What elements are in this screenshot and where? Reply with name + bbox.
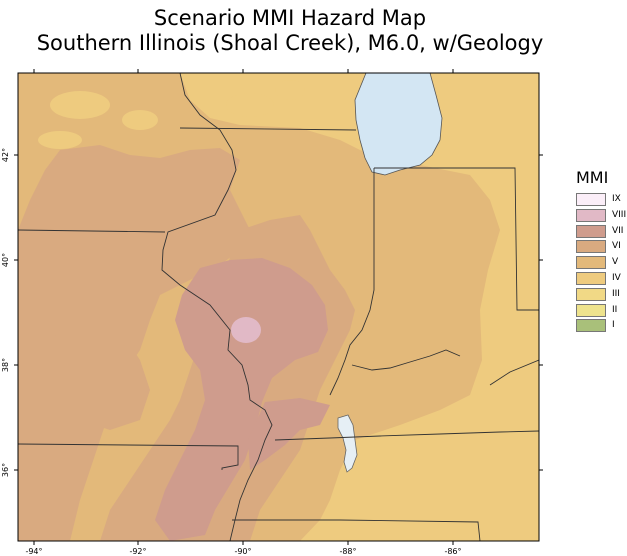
legend-item: II (576, 303, 627, 318)
legend-label: I (612, 320, 615, 331)
mmi-iv-patch (226, 93, 274, 117)
legend-swatch (576, 287, 606, 301)
state-line-mo-ar (18, 443, 239, 470)
y-tick-label: 42° (1, 148, 10, 162)
mmi-iv-patch (50, 91, 110, 119)
legend-label: II (612, 304, 618, 315)
state-line-ms-al (339, 519, 481, 541)
legend-item: VI (576, 240, 627, 254)
map-title: Scenario MMI Hazard Map (153, 6, 427, 30)
ohio-river (351, 349, 461, 371)
legend-swatch (576, 256, 606, 270)
lake-michigan (354, 73, 443, 176)
state-line-ky-tn (274, 430, 539, 441)
legend-swatch (576, 272, 606, 285)
x-tick-label: -92° (129, 547, 146, 556)
mmi-viii-region (231, 317, 261, 343)
legend-item: IX (576, 193, 627, 207)
mmi-vii-region (248, 398, 330, 470)
legend-swatch (576, 208, 606, 222)
legend-label: VII (612, 225, 624, 236)
state-line-il-in (329, 168, 375, 396)
legend-swatch (576, 240, 606, 254)
legend-item: I (576, 319, 627, 333)
legend-item: VII (576, 224, 627, 239)
legend-item: IV (576, 272, 627, 286)
mmi-iv-patch (275, 80, 305, 100)
legend-swatch (576, 303, 606, 317)
mmi-vi-region (18, 145, 250, 541)
mmi-vi-region (40, 320, 150, 430)
state-line-wi-il (179, 127, 357, 131)
map-frame (17, 72, 540, 542)
map-subtitle: Southern Illinois (Shoal Creek), M6.0, w… (36, 31, 544, 55)
state-line-in-oh (374, 167, 539, 311)
kentucky-lake (337, 414, 358, 473)
legend-title: MMI (576, 168, 609, 187)
mmi-iv-patch (122, 110, 158, 130)
legend-item: VIII (576, 208, 627, 223)
legend-item: III (576, 287, 627, 302)
legend-swatch (576, 193, 606, 206)
legend-label: IV (612, 273, 621, 283)
x-tick-label: -86° (444, 547, 461, 556)
x-tick-label: -94° (25, 547, 42, 556)
x-tick-label: -88° (339, 547, 356, 556)
legend-item: V (576, 256, 627, 270)
y-tick-label: 40° (1, 253, 10, 267)
state-line-ia-mo (18, 229, 166, 233)
mississippi-river (161, 73, 273, 541)
legend-label: V (612, 257, 619, 268)
mmi-vii-region (155, 258, 328, 541)
y-tick-label: 36° (1, 463, 10, 477)
y-tick-label: 38° (1, 358, 10, 372)
legend-label: VIII (612, 209, 627, 220)
legend-label: III (612, 288, 620, 299)
legend-label: IX (612, 194, 621, 204)
mmi-vi-region (18, 295, 60, 370)
legend-label: VI (612, 241, 621, 252)
x-tick-label: -90° (234, 547, 251, 556)
mmi-iv-patch (38, 131, 82, 149)
state-line-ky-va (489, 359, 539, 386)
legend-swatch (576, 319, 606, 333)
legend-swatch (576, 224, 606, 238)
